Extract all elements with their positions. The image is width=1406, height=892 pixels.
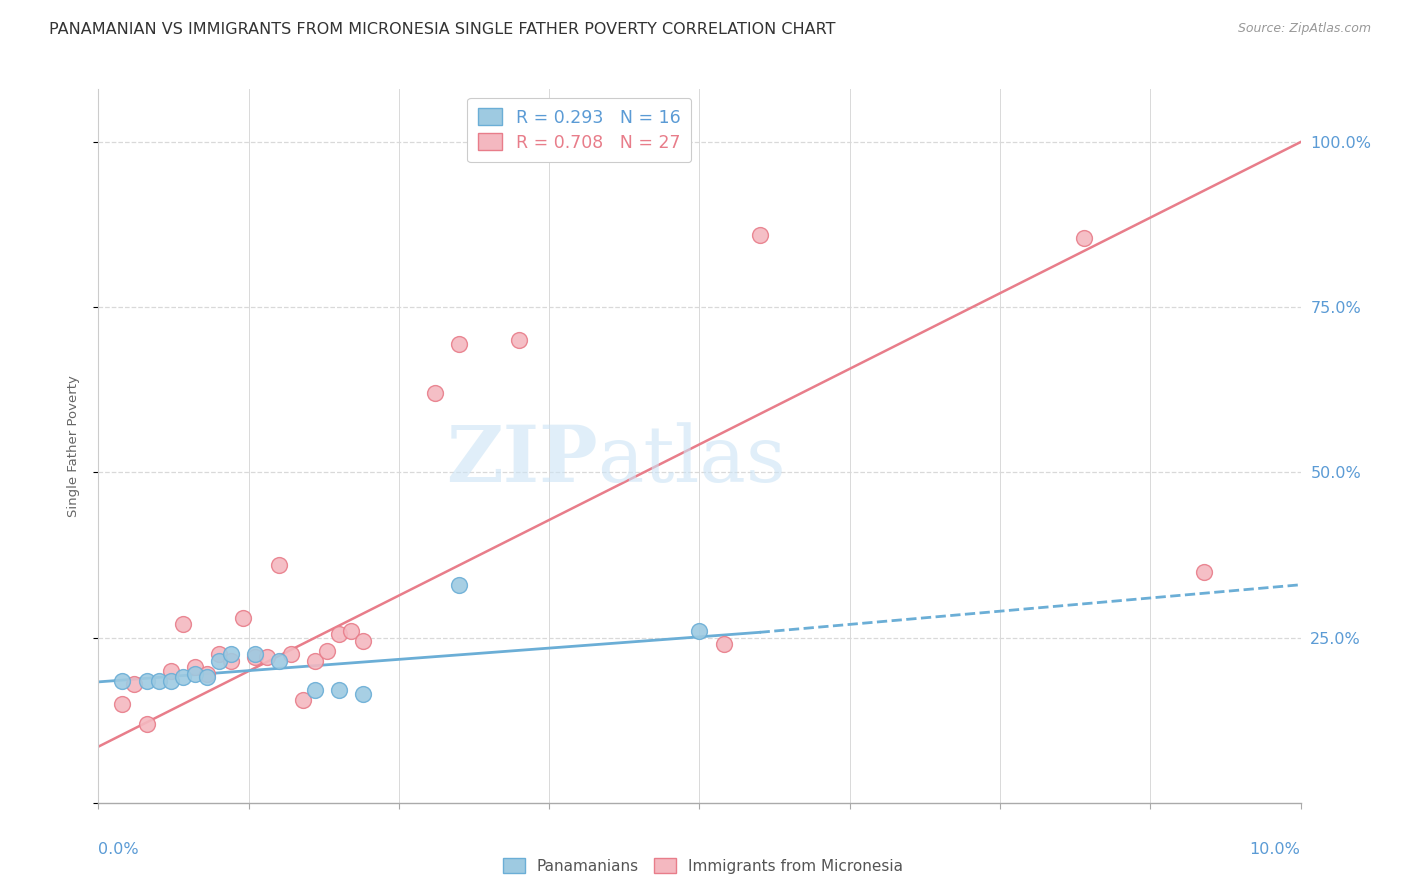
Point (232, 611, 254, 625)
Point (208, 647, 231, 661)
Point (291, 693, 314, 707)
Point (1073, 231, 1095, 245)
Point (267, 558, 290, 572)
Point (508, 333, 530, 347)
Y-axis label: Single Father Poverty: Single Father Poverty (67, 375, 80, 517)
Point (423, 386, 446, 401)
Point (447, 578, 470, 592)
Point (195, 667, 218, 681)
Point (172, 670, 194, 684)
Point (352, 687, 374, 701)
Point (256, 650, 278, 665)
Point (135, 673, 157, 688)
Text: PANAMANIAN VS IMMIGRANTS FROM MICRONESIA SINGLE FATHER POVERTY CORRELATION CHART: PANAMANIAN VS IMMIGRANTS FROM MICRONESIA… (49, 22, 835, 37)
Point (243, 650, 266, 665)
Point (111, 673, 134, 688)
Point (748, 227, 770, 242)
Text: ZIP: ZIP (446, 422, 598, 499)
Point (315, 644, 337, 658)
Point (159, 673, 181, 688)
Point (352, 634, 374, 648)
Point (208, 654, 231, 668)
Point (1194, 565, 1216, 579)
Point (219, 654, 242, 668)
Legend: Panamanians, Immigrants from Micronesia: Panamanians, Immigrants from Micronesia (498, 852, 908, 880)
Point (304, 654, 326, 668)
Point (219, 647, 242, 661)
Point (183, 660, 205, 674)
Point (124, 677, 146, 691)
Point (135, 716, 157, 731)
Point (340, 624, 363, 638)
Point (304, 683, 326, 698)
Point (280, 647, 302, 661)
Legend: R = 0.293   N = 16, R = 0.708   N = 27: R = 0.293 N = 16, R = 0.708 N = 27 (467, 98, 692, 162)
Point (713, 637, 735, 651)
Point (183, 667, 205, 681)
Text: Source: ZipAtlas.com: Source: ZipAtlas.com (1237, 22, 1371, 36)
Point (328, 627, 350, 641)
Point (689, 624, 711, 638)
Text: 10.0%: 10.0% (1250, 842, 1301, 857)
Text: 0.0%: 0.0% (98, 842, 139, 857)
Point (172, 617, 194, 632)
Point (243, 647, 266, 661)
Point (159, 664, 181, 678)
Point (148, 673, 170, 688)
Point (447, 336, 470, 351)
Point (267, 654, 290, 668)
Point (328, 683, 350, 698)
Text: atlas: atlas (598, 423, 786, 498)
Point (195, 670, 218, 684)
Point (111, 697, 134, 711)
